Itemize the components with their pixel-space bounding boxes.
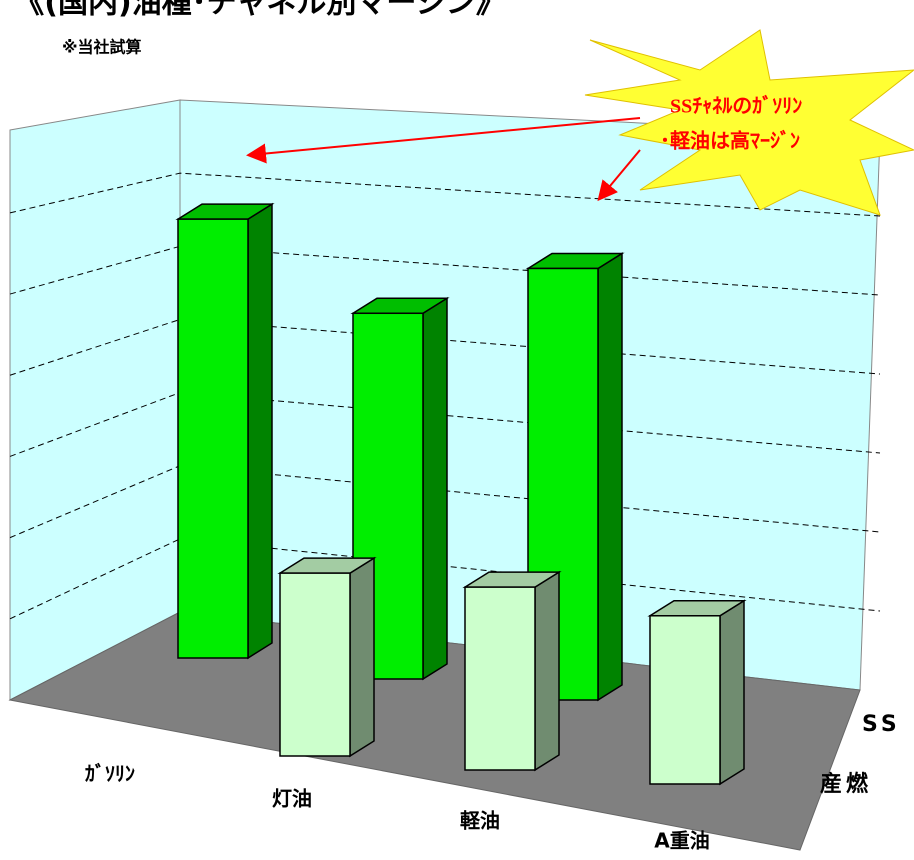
bars xyxy=(175,202,747,786)
chart-title: 《(国内)油種･チャネル別マージン》 xyxy=(14,0,506,21)
bar-side xyxy=(597,252,623,702)
x-tick-label: 灯油 xyxy=(272,787,312,811)
bar-side xyxy=(422,296,448,681)
x-tick-label: ｶﾞｿﾘﾝ xyxy=(85,762,135,786)
bar-side xyxy=(349,556,375,758)
subtitle: ※当社試算 xyxy=(62,38,142,57)
bar xyxy=(464,586,536,771)
bar-side xyxy=(534,570,560,772)
x-tick-label: A重油 xyxy=(654,829,709,853)
annotation-line: SSﾁｬﾈﾙのｶﾞｿﾘﾝ xyxy=(670,94,802,118)
annotation-line: ･軽油は高ﾏｰｼﾞﾝ xyxy=(660,129,800,153)
bar xyxy=(177,218,249,659)
starburst xyxy=(584,29,914,216)
bar xyxy=(279,572,351,757)
left-wall xyxy=(9,99,181,701)
legend-label: SS xyxy=(862,712,901,737)
bar xyxy=(649,615,721,785)
grid-line xyxy=(9,172,881,217)
bar-side xyxy=(719,599,745,786)
arrow xyxy=(246,117,641,164)
floor xyxy=(8,611,861,851)
legend-label: 産燃 xyxy=(820,771,872,797)
x-tick-label: 軽油 xyxy=(460,809,500,833)
arrow xyxy=(597,149,641,202)
bar-side xyxy=(247,202,273,660)
grid-line xyxy=(9,538,881,620)
grid-line xyxy=(9,245,881,296)
